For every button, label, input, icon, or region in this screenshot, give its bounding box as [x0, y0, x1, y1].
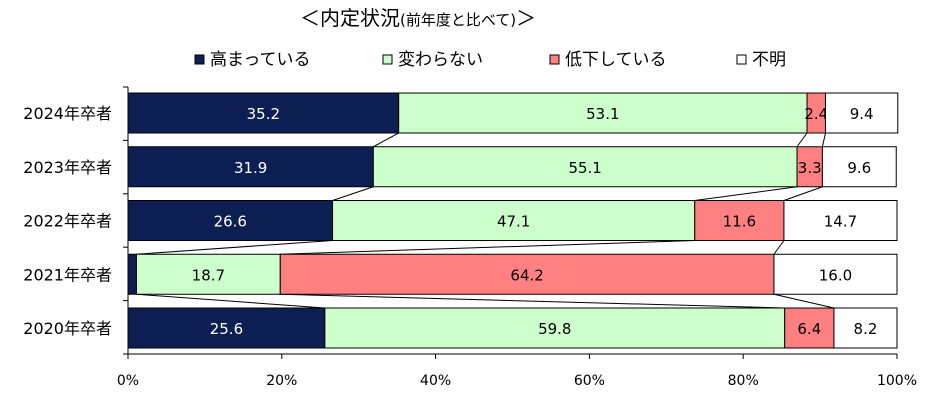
bar-高まっている [127, 307, 326, 349]
category-label: 2022年卒者 [23, 212, 112, 231]
bar-不明 [783, 200, 898, 241]
bar-高まっている [127, 253, 137, 295]
data-label: 9.6 [847, 159, 871, 177]
legend-swatch [382, 54, 393, 65]
data-label: 53.1 [586, 105, 619, 123]
chart-title-sub: (前年度と比べて) [400, 11, 516, 29]
series-line [332, 186, 374, 201]
chart-title-close: ＞ [516, 6, 536, 30]
bar-変わらない [135, 253, 281, 295]
bar-高まっている [127, 92, 400, 134]
series-line [373, 132, 399, 148]
data-label: 26.6 [214, 213, 247, 231]
axes: 2024年卒者 2023年卒者 2022年卒者 2021年卒者 2020年卒者 0% 20%… [23, 86, 917, 389]
series-line [136, 293, 325, 309]
data-label: 64.2 [510, 266, 543, 284]
bar-row-2021年卒者: 1.118.764.216.0 [127, 253, 898, 295]
legend-label: 低下している [565, 50, 667, 70]
x-tick-label: 0% [117, 373, 139, 389]
series-line [821, 132, 826, 147]
data-label: 55.1 [568, 159, 601, 177]
data-label: 14.7 [824, 213, 857, 231]
bar-高まっている [127, 200, 334, 241]
bar-変わらない [398, 92, 808, 134]
bar-変わらない [372, 146, 798, 188]
series-line [796, 132, 808, 148]
data-label: 2.4 [804, 105, 828, 123]
bar-変わらない [324, 307, 786, 349]
series-line [773, 240, 785, 255]
bar-row-2024年卒者: 35.2 53.1 2.4 9.4 [127, 92, 899, 134]
bar-高まっている [127, 146, 374, 188]
series-line [280, 293, 785, 309]
bar-row-2020年卒者: 25.6 59.8 6.4 8.2 [127, 307, 898, 349]
legend: 高まっている 変わらない 低下している 不明 [194, 50, 786, 70]
series-lines [136, 132, 835, 309]
data-label: 9.4 [850, 105, 874, 123]
bar-不明 [824, 92, 899, 134]
legend-item-不明: 不明 [736, 50, 786, 70]
legend-item-高まっている: 高まっている [194, 50, 310, 70]
data-label: 16.0 [819, 266, 852, 284]
bar-不明 [773, 253, 898, 295]
x-tick-label: 80% [728, 373, 759, 389]
legend-swatch [549, 54, 560, 65]
legend-swatch [736, 54, 747, 65]
bar-不明 [821, 146, 897, 188]
bar-低下している [279, 253, 775, 295]
data-label: 11.6 [723, 213, 756, 231]
legend-label: 高まっている [210, 50, 310, 70]
bar-低下している [796, 146, 823, 188]
data-label: 6.4 [797, 320, 821, 338]
bar-変わらない [332, 200, 696, 241]
series-line [783, 186, 823, 201]
legend-item-低下している: 低下している [549, 50, 667, 70]
chart-title: ＜内定状況(前年度と比べて)＞ [300, 6, 536, 30]
series-line [280, 240, 695, 255]
data-label: 35.2 [247, 105, 280, 123]
category-label: 2021年卒者 [23, 265, 112, 284]
category-label: 2023年卒者 [23, 158, 112, 177]
x-tick-label: 60% [574, 373, 605, 389]
chart-title-main: ＜内定状況 [300, 6, 400, 30]
bar-row-2023年卒者: 31.9 55.1 3.3 9.6 [127, 146, 897, 188]
bar-row-2022年卒者: 26.6 47.1 11.6 14.7 [127, 200, 898, 241]
data-label: 31.9 [234, 159, 267, 177]
series-line [773, 293, 835, 309]
x-tick-label: 40% [420, 373, 451, 389]
category-label: 2024年卒者 [23, 104, 112, 123]
legend-swatch [194, 54, 205, 65]
plot-area: 35.2 53.1 2.4 9.4 31.9 55.1 3.3 9.6 26.6 47.1 11.6… [127, 92, 899, 349]
data-label: 3.3 [798, 159, 822, 177]
bar-不明 [833, 307, 898, 349]
series-line [694, 186, 798, 201]
legend-label: 変わらない [398, 50, 483, 70]
series-line [136, 240, 333, 255]
data-label: 47.1 [497, 213, 530, 231]
data-label: 8.2 [854, 320, 878, 338]
x-tick-label: 20% [266, 373, 297, 389]
category-label: 2020年卒者 [23, 319, 112, 338]
bar-低下している [784, 307, 835, 349]
x-tick-label: 100% [877, 373, 917, 389]
legend-item-変わらない: 変わらない [382, 50, 483, 70]
data-label: 18.7 [192, 266, 225, 284]
legend-label: 不明 [752, 50, 786, 70]
data-label: 25.6 [210, 320, 243, 338]
data-label: 59.8 [538, 320, 571, 338]
